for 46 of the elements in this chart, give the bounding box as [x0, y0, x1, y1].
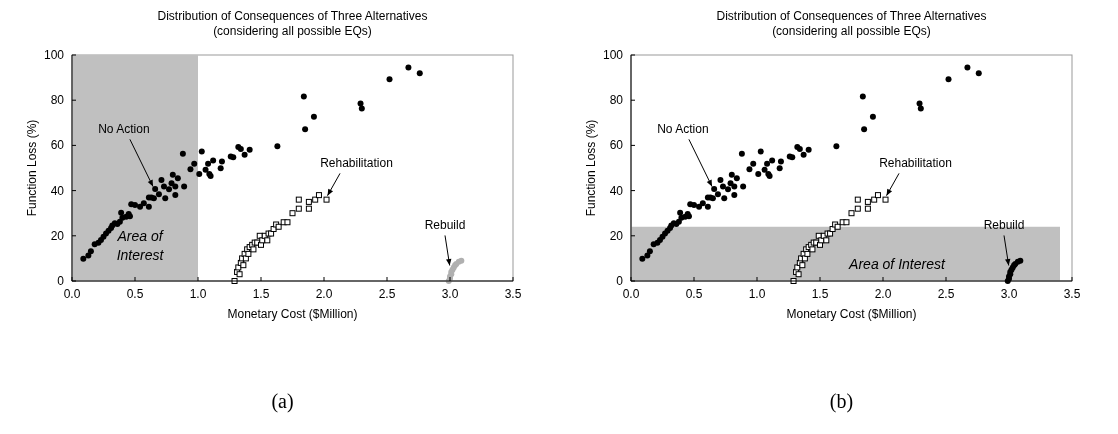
annotation: No Action: [657, 122, 709, 137]
y-tick-label: 0: [616, 274, 624, 288]
x-tick-label: 1.5: [252, 287, 270, 301]
y-tick-label: 100: [602, 48, 624, 62]
x-tick-label: 0.0: [63, 287, 81, 301]
chart-subtitle: (considering all possible EQs): [213, 24, 372, 38]
text: (a): [271, 390, 294, 413]
x-tick-label: 3.5: [504, 287, 522, 301]
x-tick-label: 3.5: [1063, 287, 1081, 301]
y-tick-label: 80: [50, 93, 65, 108]
chart-title: Distribution of Consequences of Three Alternatives: [157, 9, 428, 23]
annotation: Rebuild: [983, 218, 1025, 233]
text: (b): [829, 390, 854, 413]
x-tick-label: 2.5: [378, 287, 396, 301]
x-tick-label: 1.0: [748, 287, 766, 301]
x-tick-label: 3.0: [1000, 287, 1018, 301]
annotation: Rehabilitation: [320, 156, 393, 171]
y-tick-label: 80: [609, 93, 624, 108]
annotation: Rehabilitation: [879, 156, 952, 171]
y-tick-label: 40: [609, 183, 624, 198]
x-tick-label: 0.5: [685, 287, 703, 301]
annotation: Rebuild: [424, 218, 466, 233]
y-tick-label: 40: [50, 183, 65, 198]
y-tick-label: 20: [609, 228, 624, 243]
x-tick-label: 2.5: [937, 287, 955, 301]
y-tick-label: 0: [57, 274, 65, 288]
y-tick-label: 60: [50, 138, 65, 153]
chart-title: Distribution of Consequences of Three Alternatives: [716, 9, 987, 23]
x-tick-label: 2.0: [874, 287, 892, 301]
band-label: Area of Interest: [116, 228, 165, 263]
y-tick-label: 60: [609, 138, 624, 153]
band-label: Area of Interest: [848, 256, 946, 272]
chart-subtitle: (considering all possible EQs): [772, 24, 931, 38]
x-axis-title: Monetary Cost ($Million): [786, 307, 917, 321]
annotation: No Action: [98, 122, 150, 137]
x-axis-title: Monetary Cost ($Million): [227, 307, 358, 321]
x-tick-label: 1.5: [811, 287, 829, 301]
x-tick-label: 3.0: [441, 287, 459, 301]
x-tick-label: 0.0: [622, 287, 640, 301]
y-axis-title: Function Loss (%): [584, 119, 598, 217]
y-tick-label: 20: [50, 228, 65, 243]
x-tick-label: 0.5: [126, 287, 144, 301]
x-tick-label: 1.0: [189, 287, 207, 301]
x-tick-label: 2.0: [315, 287, 333, 301]
y-tick-label: 100: [43, 48, 65, 62]
y-axis-title: Function Loss (%): [25, 119, 39, 217]
